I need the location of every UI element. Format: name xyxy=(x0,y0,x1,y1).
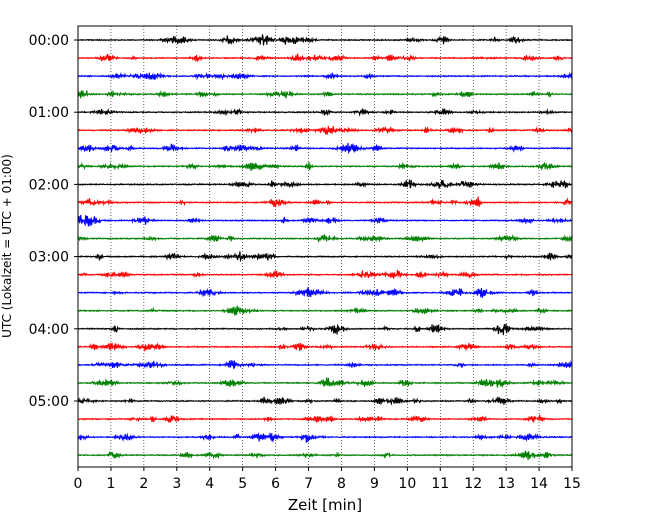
x-tick-label: 12 xyxy=(464,476,482,492)
y-tick-label: 03:00 xyxy=(29,250,69,266)
y-tick-label: 02:00 xyxy=(29,177,69,193)
y-tick-label: 01:00 xyxy=(29,105,69,121)
x-tick-label: 5 xyxy=(238,476,247,492)
x-tick-label: 14 xyxy=(530,476,548,492)
y-tick-label: 00:00 xyxy=(29,33,69,49)
trace-line-0300 xyxy=(77,251,573,263)
trace-line-0145 xyxy=(77,161,573,171)
trace-line-0330 xyxy=(77,286,573,298)
trace-line-0530 xyxy=(77,432,573,444)
x-tick-label: 6 xyxy=(271,476,280,492)
trace-line-0200 xyxy=(77,179,573,189)
x-tick-label: 2 xyxy=(139,476,148,492)
x-tick-label: 7 xyxy=(304,476,313,492)
x-tick-label: 9 xyxy=(370,476,379,492)
x-tick-label: 0 xyxy=(74,476,83,492)
trace-line-0245 xyxy=(77,234,573,244)
x-tick-label: 10 xyxy=(398,476,416,492)
trace-line-0100 xyxy=(77,107,573,117)
trace-layer xyxy=(77,34,573,460)
x-axis-label: Zeit [min] xyxy=(288,496,362,514)
trace-line-0215 xyxy=(77,196,573,208)
trace-line-0515 xyxy=(77,414,573,424)
trace-line-0000 xyxy=(77,34,573,46)
x-tick-label: 11 xyxy=(431,476,449,492)
trace-line-0500 xyxy=(77,396,573,406)
trace-line-0030 xyxy=(77,71,573,81)
x-tick-label: 1 xyxy=(106,476,115,492)
trace-line-0400 xyxy=(77,323,573,336)
y-axis-label: UTC (Lokalzeit = UTC + 01:00) xyxy=(0,154,14,338)
x-tick-label: 8 xyxy=(337,476,346,492)
x-axis-ticks: 0 1 2 3 4 5 6 7 8 9 10 11 12 13 14 15 xyxy=(74,467,581,492)
x-tick-label: 4 xyxy=(205,476,214,492)
y-axis-ticks: 00:00 01:00 02:00 03:00 04:00 05:00 xyxy=(29,33,78,410)
trace-line-0345 xyxy=(77,305,573,316)
trace-line-0045 xyxy=(77,89,573,99)
trace-line-0015 xyxy=(77,53,573,63)
trace-line-0115 xyxy=(77,125,573,136)
y-tick-label: 04:00 xyxy=(29,322,69,338)
trace-line-0315 xyxy=(77,269,573,280)
trace-line-0230 xyxy=(77,214,573,227)
trace-line-0445 xyxy=(77,377,573,389)
trace-line-0545 xyxy=(77,450,573,460)
x-tick-label: 13 xyxy=(497,476,515,492)
x-tick-label: 3 xyxy=(172,476,181,492)
y-tick-label: 05:00 xyxy=(29,394,69,410)
x-tick-label: 15 xyxy=(563,476,581,492)
trace-line-0130 xyxy=(77,142,572,155)
trace-line-0430 xyxy=(77,359,573,369)
plot-frame xyxy=(77,25,573,468)
trace-line-0415 xyxy=(77,342,573,352)
